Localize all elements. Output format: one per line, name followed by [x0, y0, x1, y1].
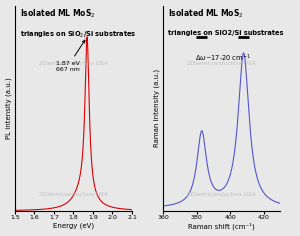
- Text: 1.87 eV
667 nm: 1.87 eV 667 nm: [56, 40, 85, 72]
- X-axis label: Energy (eV): Energy (eV): [53, 223, 94, 229]
- Text: triangles on SiO$_2$/Si substrates: triangles on SiO$_2$/Si substrates: [20, 30, 136, 40]
- Text: triangles on SiO2/Si substrates: triangles on SiO2/Si substrates: [168, 30, 284, 36]
- Text: 2Dsemiconductors USA: 2Dsemiconductors USA: [39, 61, 108, 66]
- Text: 2Dsemiconductors USA: 2Dsemiconductors USA: [39, 192, 108, 197]
- Y-axis label: Raman intensity (a.u.): Raman intensity (a.u.): [154, 69, 160, 147]
- Y-axis label: PL intensity (a.u.): PL intensity (a.u.): [6, 77, 12, 139]
- Text: 2Dsemiconductors USA: 2Dsemiconductors USA: [188, 192, 256, 197]
- Text: 2Dsemiconductors USA: 2Dsemiconductors USA: [188, 61, 256, 66]
- X-axis label: Raman shift (cm⁻¹): Raman shift (cm⁻¹): [188, 223, 255, 230]
- Text: Isolated ML MoS$_2$: Isolated ML MoS$_2$: [168, 8, 244, 20]
- Text: $\Delta\omega$~17-20 cm$^{-1}$: $\Delta\omega$~17-20 cm$^{-1}$: [195, 53, 250, 64]
- Text: Isolated ML MoS$_2$: Isolated ML MoS$_2$: [20, 8, 95, 20]
